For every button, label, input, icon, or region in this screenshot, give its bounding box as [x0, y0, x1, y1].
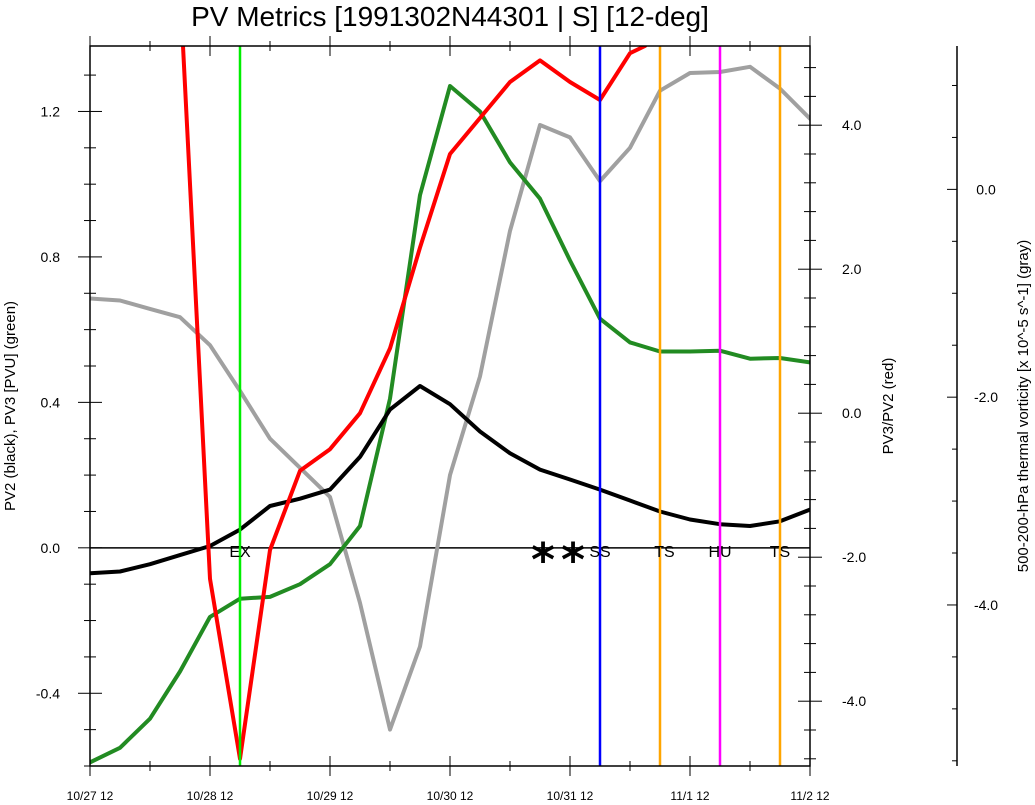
- star-marker: *: [531, 533, 555, 587]
- right-tick-label: 2.0: [842, 261, 862, 277]
- right-tick-label: 4.0: [842, 117, 862, 133]
- x-tick-label: 10/28 12: [187, 789, 234, 803]
- x-tick-label: 10/30 12: [427, 789, 474, 803]
- left-tick-label: 0.0: [41, 540, 61, 556]
- event-label-ss: SS: [589, 544, 610, 561]
- event-label-hu: HU: [708, 544, 731, 561]
- left-tick-label: 1.2: [41, 103, 61, 119]
- right-tick-label: -2.0: [842, 549, 866, 565]
- x-tick-label: 10/29 12: [307, 789, 354, 803]
- star-marker: *: [561, 533, 585, 587]
- right-tick-label: -4.0: [842, 693, 866, 709]
- right-axis-title: PV3/PV2 (red): [880, 358, 897, 455]
- x-tick-label: 10/27 12: [67, 789, 114, 803]
- far-right-axis-title: 500-200-hPa thermal vorticity [x 10^-5 s…: [1015, 240, 1032, 573]
- series-line-pv3-pv2: [181, 46, 647, 761]
- series-line-thermal-vorticity: [90, 64, 810, 732]
- series-layer: [90, 46, 810, 765]
- plot-frame: [89, 45, 811, 767]
- x-tick-label: 11/2 12: [790, 789, 829, 803]
- far-right-tick-label: -2.0: [974, 389, 998, 405]
- x-tick-label: 10/31 12: [547, 789, 594, 803]
- far-right-tick-label: 0.0: [976, 181, 996, 197]
- right-tick-label: 0.0: [842, 405, 862, 421]
- event-label-ts: TS: [770, 544, 790, 561]
- left-axis-title: PV2 (black), PV3 [PVU] (green): [2, 301, 19, 511]
- event-label-ts: TS: [654, 544, 674, 561]
- left-tick-label: 0.4: [41, 394, 61, 410]
- left-tick-label: -0.4: [36, 685, 60, 701]
- x-tick-label: 11/1 12: [670, 789, 709, 803]
- axis-ticks-layer: [78, 36, 958, 776]
- labels-layer: 10/27 12 10/28 12 10/29 12 10/30 12 10/31 12…: [36, 103, 998, 803]
- event-label-ex: EX: [229, 544, 251, 561]
- event-lines-layer: [238, 46, 782, 766]
- far-right-tick-label: -4.0: [974, 597, 998, 613]
- chart-title: PV Metrics [1991302N44301 | S] [12-deg]: [191, 1, 709, 32]
- series-line-pv3: [90, 84, 810, 765]
- left-tick-label: 0.8: [41, 249, 61, 265]
